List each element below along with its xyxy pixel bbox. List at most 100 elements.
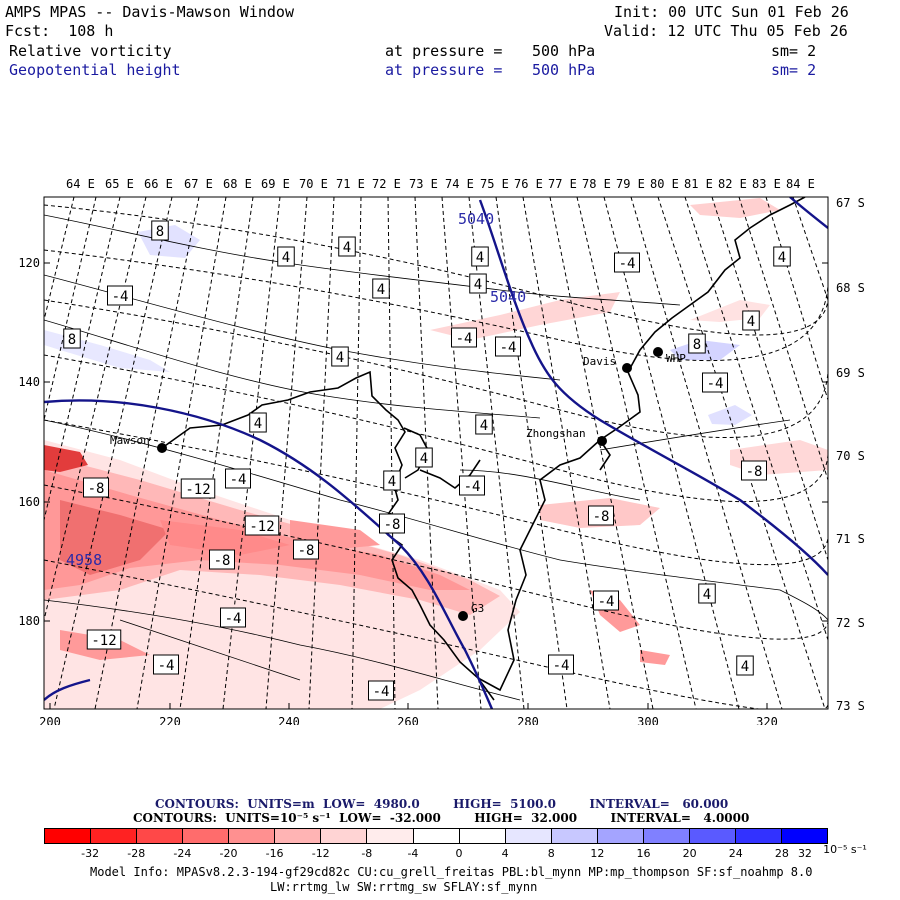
height-label: 5040 [490,288,526,306]
vorticity-label: -8 [209,549,235,570]
field1-name: Relative vorticity [9,42,172,60]
y-tick-label: 180 [18,614,40,628]
vorticity-label-text: -8 [214,553,231,569]
vorticity-label-text: 4 [282,250,290,266]
station-label-davis: Davis [583,355,616,368]
colorbar-tick-label: -12 [311,847,330,860]
map-frame [43,196,829,710]
vorticity-label-text: -4 [230,472,247,488]
vorticity-label: 4 [475,414,493,435]
vorticity-label-text: 4 [703,587,711,603]
lon-label: 78 E [582,177,611,191]
vorticity-label: 4 [742,310,760,331]
station-marker-g3 [458,611,468,621]
colorbar-swatch [229,829,276,843]
vorticity-label: -12 [86,629,122,650]
vorticity-label: -8 [588,505,614,526]
x-tick-label: 220 [159,715,181,725]
vorticity-label: -8 [741,460,767,481]
plot-title: AMPS MPAS -- Davis-Mawson Window [5,3,294,21]
vorticity-label: 4 [331,346,349,367]
vorticity-label: 4 [277,246,295,267]
bottom-x-labels: 200 220 240 260 280 300 320 [39,715,778,725]
map-plot: Mawson Davis WHP Zhongshan G3 5040 5040 … [18,177,865,725]
vorticity-label-text: -4 [456,331,473,347]
lat-label: 72 S [836,616,865,630]
vorticity-label-text: -4 [373,684,390,700]
colorbar-tick-label: -28 [127,847,146,860]
lon-label: 69 E [261,177,290,191]
vorticity-label: -4 [459,475,485,496]
colorbar-swatch [91,829,138,843]
lon-label: 77 E [548,177,577,191]
bottom-ticks [49,703,768,709]
station-label-mawson: Mawson [110,434,150,447]
colorbar-tick-label: 16 [636,847,651,860]
y-tick-label: 160 [18,495,40,509]
lat-label: 68 S [836,281,865,295]
vorticity-label: -4 [153,654,179,675]
vorticity-label-text: -4 [619,256,636,272]
lat-label: 67 S [836,196,865,210]
colorbar-unit: 10⁻⁵ s⁻¹ [823,843,867,856]
field2-name: Geopotential height [9,61,181,79]
colorbar-swatch [735,829,782,843]
lon-label: 74 E [445,177,474,191]
x-tick-label: 240 [278,715,300,725]
vorticity-label: -4 [451,327,477,348]
vorticity-contour-info: CONTOURS: UNITS=10⁻⁵ s⁻¹ LOW= -32.000 HI… [133,811,750,825]
vorticity-label-text: -8 [384,517,401,533]
x-tick-label: 320 [756,715,778,725]
station-marker-whp [653,347,663,357]
colorbar-swatch [137,829,184,843]
vorticity-label-text: 4 [377,282,385,298]
colorbar-tick-label: 20 [682,847,697,860]
vorticity-label: -4 [614,252,640,273]
vorticity-label-text: 4 [741,659,749,675]
graticule [44,197,828,709]
height-labels: 5040 5040 4958 [66,210,526,569]
lon-label: 70 E [299,177,328,191]
lon-label: 68 E [223,177,252,191]
colorbar [44,828,828,844]
station-label-zhongshan: Zhongshan [526,427,586,440]
lon-label: 73 E [409,177,438,191]
vorticity-label: 4 [372,278,390,299]
vorticity-label: -4 [220,607,246,628]
vorticity-label: 4 [469,273,487,294]
vorticity-label: -4 [225,468,251,489]
colorbar-tick-label: 4 [501,847,509,860]
colorbar-swatch [45,829,92,843]
vorticity-label: -8 [83,477,109,498]
field2-pressure: 500 hPa [532,61,596,79]
lon-label: 66 E [144,177,173,191]
vorticity-label-text: 8 [68,332,76,348]
vorticity-label: -12 [180,478,216,499]
colorbar-swatch [643,829,690,843]
vorticity-label: 4 [415,447,433,468]
vorticity-label-text: 8 [693,337,701,353]
colorbar-tick-label: -24 [173,847,192,860]
station-marker-davis [622,363,632,373]
vorticity-label-text: -8 [593,509,610,525]
lon-label: 64 E [66,177,95,191]
station-marker-mawson [157,443,167,453]
colorbar-tick-label: 8 [547,847,555,860]
stations: Mawson Davis WHP Zhongshan G3 [110,347,686,621]
station-label-g3: G3 [471,602,484,615]
vorticity-label: -4 [702,372,728,393]
vorticity-label: -4 [107,285,133,306]
init-time: Init: 00 UTC Sun 01 Feb 26 [614,3,849,21]
lat-label: 71 S [836,532,865,546]
vorticity-label: 4 [736,655,754,676]
field1-pressure-label: at pressure = [385,42,503,60]
vorticity-label-text: 4 [476,250,484,266]
lon-label: 82 E [718,177,747,191]
lon-label: 80 E [650,177,679,191]
colorbar-swatch [782,829,828,843]
field2-pressure-label: at pressure = [385,61,503,79]
vorticity-label: 4 [338,236,356,257]
x-tick-label: 260 [397,715,419,725]
vorticity-label-text: -8 [88,481,105,497]
vorticity-label-text: 8 [156,224,164,240]
